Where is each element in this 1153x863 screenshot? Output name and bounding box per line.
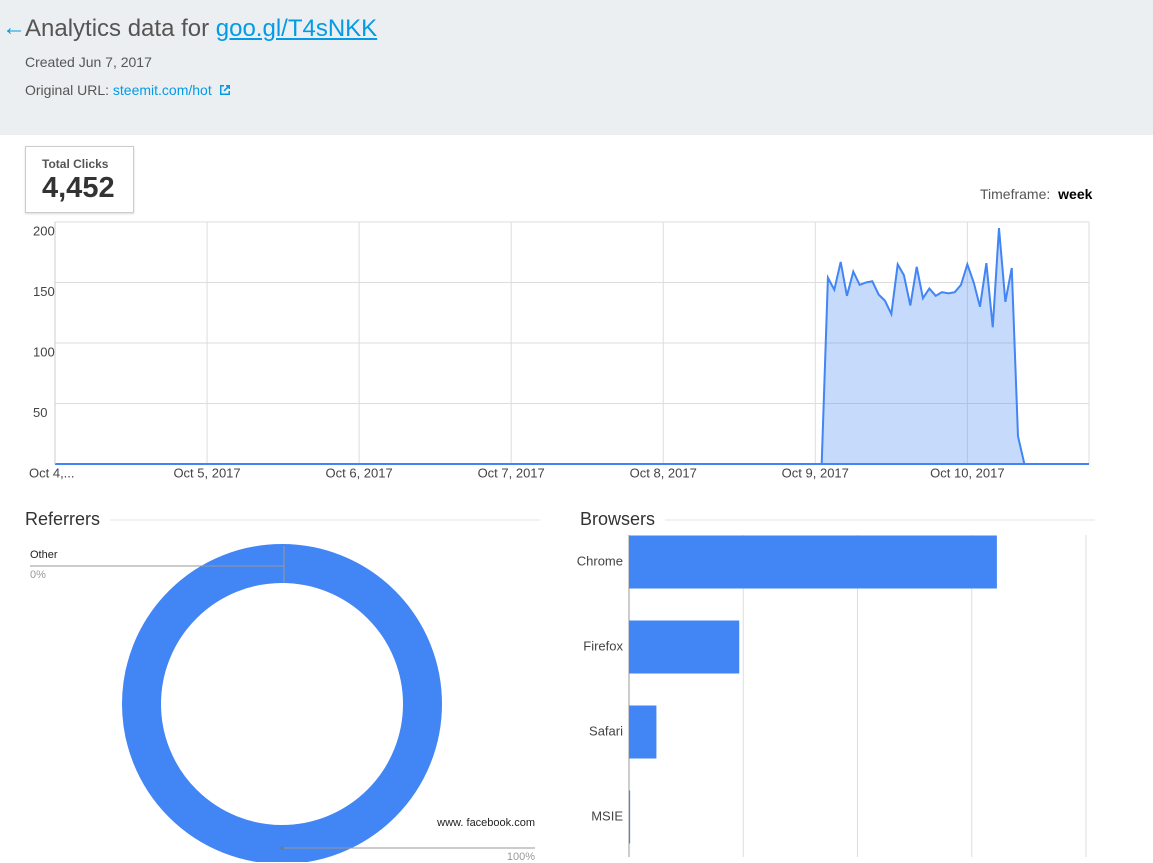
created-date: Created Jun 7, 2017 <box>25 54 152 70</box>
y-tick-label: 200 <box>33 223 55 238</box>
original-label: Original URL: <box>25 82 110 98</box>
title-text: Analytics data for <box>25 15 210 42</box>
x-tick-label: Oct 7, 2017 <box>478 465 545 480</box>
total-clicks-label: Total Clicks <box>42 157 109 171</box>
timeframe-label: Timeframe: <box>980 186 1051 202</box>
timeframe: Timeframe: week <box>980 186 1092 202</box>
category-label: Firefox <box>583 638 623 653</box>
referrer-value-label: 100% <box>506 851 535 863</box>
leader-dot <box>280 846 284 850</box>
referrer-label: Other <box>30 549 58 561</box>
referrer-value-label: 0% <box>30 569 46 581</box>
original-url-row: Original URL: steemit.com/hot <box>25 81 230 98</box>
y-tick-label: 100 <box>33 344 55 359</box>
category-label: Safari <box>589 723 623 738</box>
category-label: Chrome <box>577 553 623 568</box>
category-label: MSIE <box>591 808 623 823</box>
short-url[interactable]: goo.gl/T4sNKK <box>215 15 378 42</box>
browsers-title: Browsers <box>580 509 666 530</box>
donut-segment <box>122 544 442 862</box>
bar <box>629 535 997 589</box>
header-title: Analytics data for goo.gl/T4sNKK <box>25 15 377 43</box>
y-tick-label: 50 <box>33 405 47 420</box>
x-tick-label: Oct 4,... <box>29 465 75 480</box>
area <box>821 228 1025 464</box>
x-tick-label: Oct 8, 2017 <box>630 465 697 480</box>
total-clicks-card: Total Clicks 4,452 <box>25 146 134 213</box>
total-clicks-value: 4,452 <box>42 172 115 204</box>
x-tick-label: Oct 9, 2017 <box>782 465 849 480</box>
x-tick-label: Oct 5, 2017 <box>173 465 240 480</box>
bar <box>629 620 740 674</box>
y-tick-label: 150 <box>33 284 55 299</box>
bar <box>629 705 657 759</box>
timeframe-value[interactable]: week <box>1058 186 1093 202</box>
header: ← Analytics data for goo.gl/T4sNKK Creat… <box>0 0 1153 135</box>
bar <box>629 790 631 844</box>
referrers-title: Referrers <box>25 509 111 530</box>
referrer-label: www. facebook.com <box>437 817 535 829</box>
original-url[interactable]: steemit.com/hot <box>112 82 212 98</box>
back-arrow[interactable]: ← <box>2 14 26 41</box>
external-link-icon[interactable] <box>218 83 232 97</box>
x-tick-label: Oct 6, 2017 <box>326 465 393 480</box>
line <box>820 227 1026 465</box>
x-tick-label: Oct 10, 2017 <box>930 465 1004 480</box>
